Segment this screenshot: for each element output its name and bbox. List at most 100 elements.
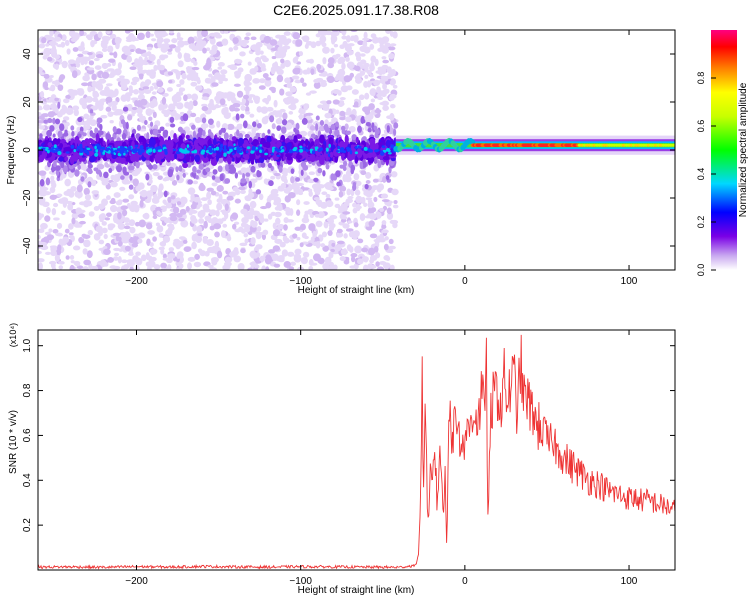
noise-blob: [222, 223, 228, 228]
core-blob: [142, 138, 147, 145]
noise-blob: [340, 218, 347, 223]
noise-blob: [250, 165, 256, 173]
noise-blob: [294, 248, 302, 255]
noise-blob: [325, 193, 331, 199]
noise-blob: [332, 99, 340, 105]
noise-blob: [202, 236, 208, 244]
noise-blob: [300, 77, 305, 84]
noise-blob: [268, 180, 274, 187]
noise-blob: [117, 256, 122, 264]
noise-blob: [220, 199, 229, 203]
noise-blob: [70, 260, 75, 264]
noise-blob: [279, 108, 286, 113]
noise-blob: [57, 111, 62, 117]
core-blob: [185, 154, 191, 163]
noise-blob: [203, 64, 211, 71]
noise-blob: [48, 96, 55, 102]
noise-blob: [38, 120, 45, 124]
noise-blob: [56, 222, 63, 229]
noise-blob: [177, 126, 183, 133]
noise-blob: [285, 219, 294, 223]
noise-blob: [297, 188, 304, 194]
noise-blob: [328, 251, 334, 259]
noise-blob: [211, 44, 218, 53]
noise-blob: [290, 176, 295, 184]
noise-blob: [388, 53, 395, 60]
core-blob: [354, 151, 358, 155]
core-blob: [382, 155, 390, 161]
noise-blob: [83, 58, 88, 65]
noise-blob: [156, 80, 164, 88]
noise-blob: [363, 190, 371, 197]
noise-blob: [239, 242, 248, 247]
noise-blob: [364, 92, 370, 100]
noise-blob: [179, 120, 186, 125]
noise-blob: [268, 249, 276, 254]
noise-blob: [103, 171, 109, 179]
noise-blob: [228, 30, 237, 33]
noise-blob: [122, 166, 127, 175]
noise-blob: [278, 166, 283, 173]
noise-blob: [49, 260, 57, 265]
noise-blob: [359, 161, 364, 170]
noise-blob: [318, 30, 326, 36]
noise-blob: [393, 199, 398, 205]
noise-blob: [303, 103, 309, 111]
noise-blob: [171, 38, 178, 44]
noise-blob: [269, 39, 278, 46]
core-blob: [304, 138, 309, 147]
noise-blob: [363, 46, 371, 54]
noise-blob: [209, 209, 217, 216]
noise-blob: [308, 188, 313, 193]
noise-blob: [310, 133, 316, 138]
noise-blob: [381, 64, 389, 70]
core-blob: [337, 145, 341, 149]
noise-blob: [129, 66, 137, 70]
noise-blob: [279, 39, 286, 45]
core-blob: [174, 153, 178, 160]
noise-blob: [89, 86, 96, 92]
noise-blob: [138, 219, 146, 228]
noise-blob: [72, 105, 80, 111]
noise-blob: [187, 256, 196, 262]
noise-blob: [132, 178, 139, 187]
noise-blob: [323, 132, 331, 136]
noise-blob: [322, 57, 327, 65]
noise-blob: [81, 82, 89, 87]
noise-blob: [82, 132, 87, 137]
core-blob: [231, 136, 237, 141]
noise-blob: [158, 64, 166, 71]
noise-blob: [113, 192, 121, 198]
noise-blob: [326, 75, 335, 83]
noise-blob: [101, 62, 109, 70]
noise-blob: [121, 132, 127, 140]
noise-blob: [280, 46, 288, 54]
noise-blob: [315, 220, 323, 228]
noise-blob: [118, 248, 124, 252]
noise-blob: [258, 85, 266, 90]
noise-blob: [336, 228, 343, 234]
noise-blob: [191, 66, 200, 71]
noise-blob: [315, 123, 319, 132]
noise-blob: [226, 235, 232, 242]
noise-blob: [190, 203, 197, 210]
core-blob: [197, 138, 205, 145]
noise-blob: [146, 51, 152, 57]
noise-blob: [375, 261, 380, 267]
noise-blob: [112, 232, 121, 237]
noise-blob: [167, 103, 176, 111]
noise-blob: [346, 43, 352, 51]
noise-blob: [39, 72, 45, 76]
noise-blob: [179, 79, 185, 85]
noise-blob: [140, 254, 147, 262]
noise-blob: [306, 67, 311, 75]
noise-blob: [45, 207, 51, 214]
noise-blob: [295, 39, 303, 47]
noise-blob: [206, 191, 212, 200]
noise-blob: [258, 193, 264, 201]
noise-blob: [78, 191, 83, 198]
noise-blob: [353, 34, 359, 43]
noise-blob: [176, 32, 181, 39]
noise-blob: [144, 120, 148, 126]
noise-blob: [139, 191, 145, 196]
